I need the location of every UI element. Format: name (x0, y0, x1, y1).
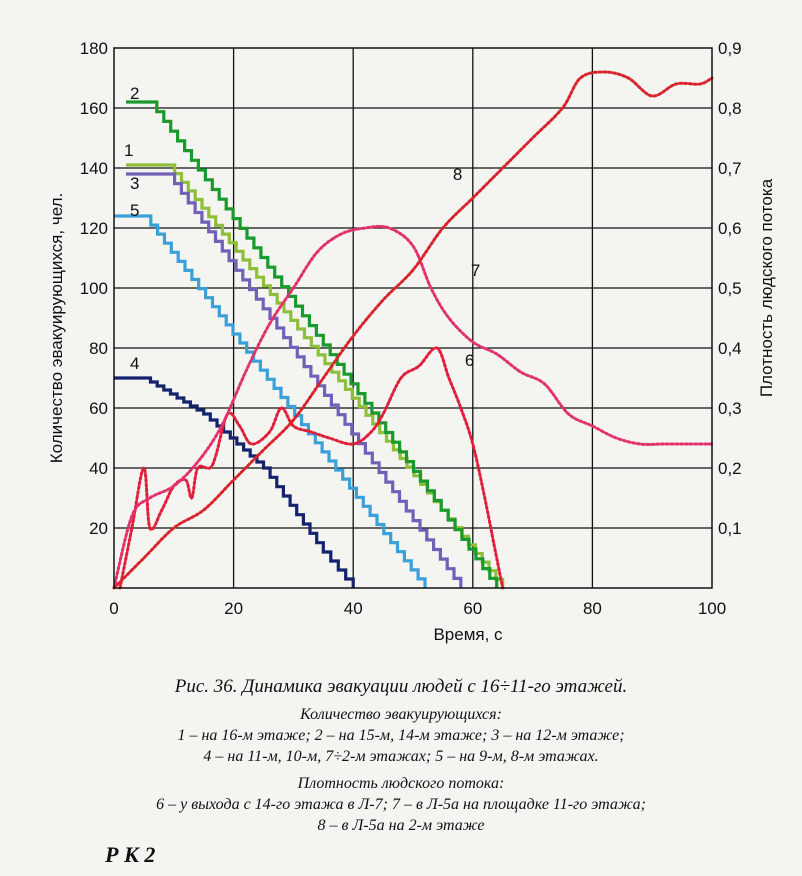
y-right-tick-label: 0,9 (718, 39, 742, 58)
cut-off-heading: Р К 2 (105, 842, 156, 867)
series-3-label: 3 (130, 174, 139, 193)
x-tick-label: 100 (698, 599, 726, 618)
x-tick-label: 0 (109, 599, 118, 618)
series-4-line (114, 376, 355, 588)
series-6-label: 6 (465, 351, 474, 370)
y-right-axis-title: Плотность людского потока (757, 178, 776, 397)
chart-grid (114, 48, 712, 588)
chart-series (112, 70, 714, 590)
series-2-line (126, 100, 499, 588)
plot-frame (113, 47, 713, 589)
figure-caption: Рис. 36. Динамика эвакуации людей с 16÷1… (0, 676, 802, 836)
series-5-label: 5 (130, 201, 139, 220)
caption-count-line-2: 4 – на 11-м, 10-м, 7÷2-м этажах; 5 – на … (203, 748, 599, 765)
x-tick-label: 80 (583, 599, 602, 618)
y-left-tick-label: 140 (80, 159, 108, 178)
y-left-tick-label: 180 (80, 39, 108, 58)
y-left-tick-label: 160 (80, 99, 108, 118)
series-8-line (112, 70, 714, 590)
y-right-tick-label: 0,8 (718, 99, 742, 118)
x-tick-label: 60 (463, 599, 482, 618)
series-8-label: 8 (453, 165, 462, 184)
y-right-tick-label: 0,6 (718, 219, 742, 238)
series-3-line (126, 172, 463, 588)
y-right-tick-label: 0,2 (718, 459, 742, 478)
y-right-tick-label: 0,7 (718, 159, 742, 178)
y-right-axis-ticks: 0,1 0,2 0,3 0,4 0,5 0,6 0,7 0,8 0,9 (718, 39, 742, 538)
x-tick-label: 20 (224, 599, 243, 618)
evacuation-chart: 0 20 40 60 80 100 20 40 60 80 100 120 140 160 180 0,1… (47, 39, 776, 644)
y-right-tick-label: 0,4 (718, 339, 742, 358)
caption-density-line-2: 8 – в Л-5а на 2-м этаже (317, 817, 485, 834)
series-7-line (112, 224, 714, 590)
caption-count-line-1: 1 – на 16-м этаже; 2 – на 15-м, 14-м эта… (177, 727, 625, 744)
curve-labels: 1 2 3 4 5 6 7 8 (124, 84, 480, 373)
y-left-tick-label: 40 (89, 459, 108, 478)
caption-density-header: Плотность людского потока: (297, 775, 505, 792)
series-1-label: 1 (124, 141, 133, 160)
x-axis-ticks: 0 20 40 60 80 100 (109, 599, 726, 618)
series-7-label: 7 (471, 261, 480, 280)
y-left-axis-title: Количество эвакуирующихся, чел. (47, 193, 66, 463)
y-left-tick-label: 120 (80, 219, 108, 238)
x-axis-title: Время, с (433, 625, 503, 644)
caption-count-header: Количество эвакуирующихся: (300, 706, 502, 723)
caption-title: Рис. 36. Динамика эвакуации людей с 16÷1… (174, 676, 628, 697)
caption-density-line-1: 6 – у выхода с 14-го этажа в Л-7; 7 – в … (156, 796, 646, 813)
series-4-label: 4 (130, 354, 139, 373)
y-left-tick-label: 60 (89, 399, 108, 418)
y-left-axis-ticks: 20 40 60 80 100 120 140 160 180 (80, 39, 108, 538)
series-2-label: 2 (130, 84, 139, 103)
y-right-tick-label: 0,1 (718, 519, 742, 538)
x-tick-label: 40 (344, 599, 363, 618)
series-5-line (114, 214, 427, 588)
y-right-tick-label: 0,5 (718, 279, 742, 298)
y-right-tick-label: 0,3 (718, 399, 742, 418)
y-left-tick-label: 20 (89, 519, 108, 538)
y-left-tick-label: 100 (80, 279, 108, 298)
y-left-tick-label: 80 (89, 339, 108, 358)
